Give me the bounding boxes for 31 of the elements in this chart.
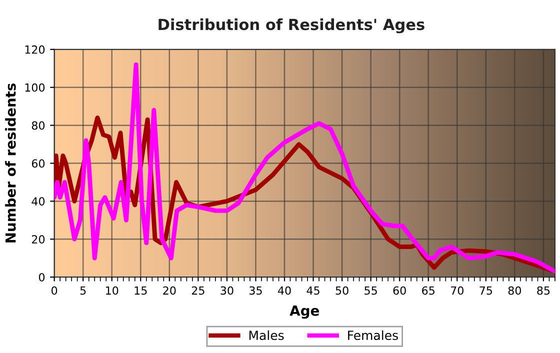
x-tick-label: 35 <box>250 286 262 295</box>
x-tick-label: 45 <box>306 286 320 295</box>
chart-title: Distribution of Residents' Ages <box>158 18 424 34</box>
x-axis-title: Age <box>290 306 320 319</box>
y-axis-title: Number of residents <box>5 83 16 242</box>
y-tick-label: 0 <box>38 273 45 282</box>
x-tick-label: 10 <box>106 286 118 295</box>
x-tick-label: 70 <box>450 286 464 295</box>
x-tick-label: 15 <box>134 286 147 295</box>
y-tick-label: 100 <box>25 83 45 92</box>
legend-label: Females <box>348 330 398 340</box>
x-tick-label: 30 <box>220 286 234 295</box>
x-tick-label: 40 <box>278 286 291 295</box>
x-tick-label: 25 <box>192 286 204 295</box>
x-tick-label: 85 <box>537 286 550 295</box>
x-tick-label: 0 <box>52 286 58 295</box>
line-series <box>54 62 555 274</box>
y-tick-label: 80 <box>32 121 45 130</box>
y-tick-label: 20 <box>32 235 45 244</box>
y-tick-label: 60 <box>32 159 45 168</box>
x-tick-label: 5 <box>80 286 86 295</box>
x-tick-label: 80 <box>508 286 522 295</box>
x-tick-label: 60 <box>393 286 406 295</box>
x-tick-label: 20 <box>163 286 176 295</box>
x-tick-label: 50 <box>336 286 348 295</box>
y-tick-label: 40 <box>32 197 45 206</box>
y-tick-label: 120 <box>25 45 45 54</box>
legend-label: Males <box>249 330 284 340</box>
x-tick-label: 65 <box>422 286 434 295</box>
x-tick-label: 75 <box>480 286 492 295</box>
x-tick-label: 55 <box>364 286 377 295</box>
